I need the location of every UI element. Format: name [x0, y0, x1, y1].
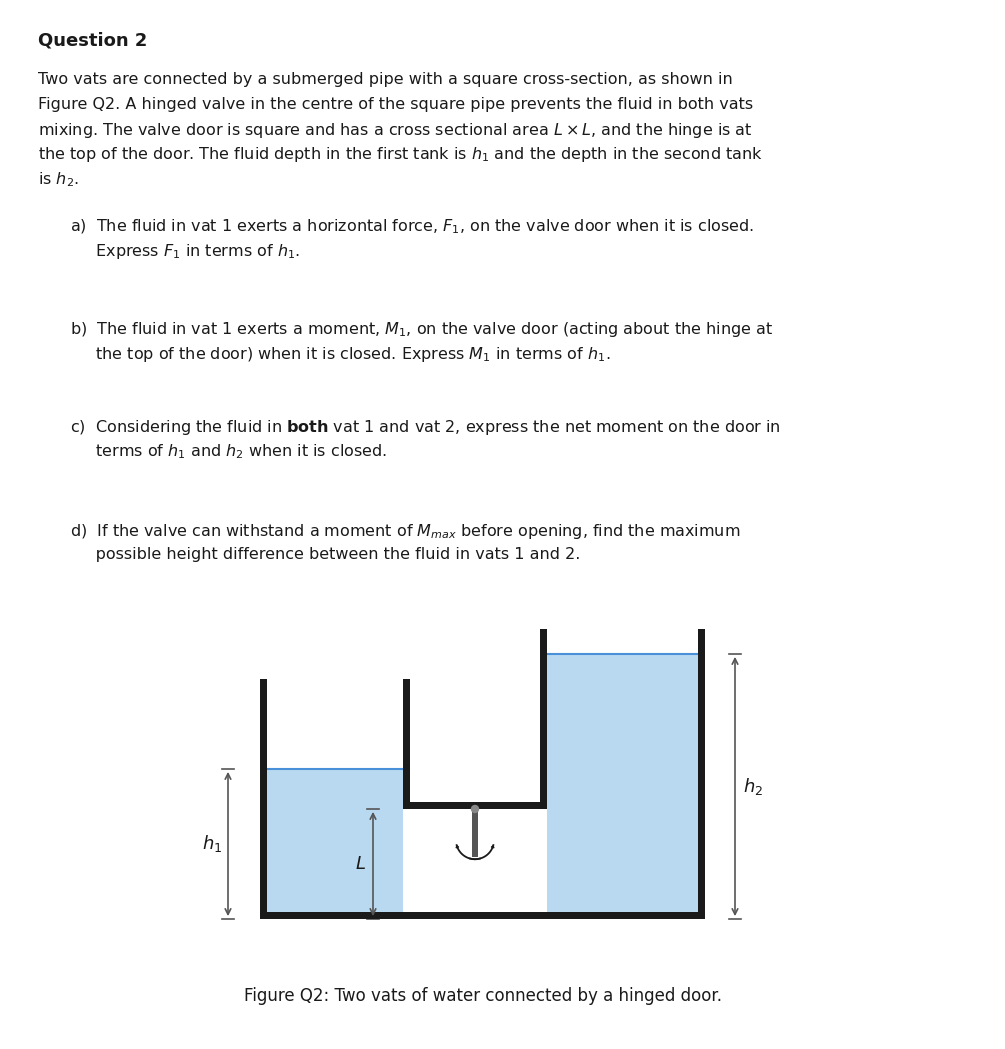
Text: terms of $h_1$ and $h_2$ when it is closed.: terms of $h_1$ and $h_2$ when it is clos… [70, 443, 387, 462]
Bar [472, 809, 477, 857]
Text: Figure Q2: Two vats of water connected by a hinged door.: Figure Q2: Two vats of water connected b… [243, 987, 722, 1005]
Bar [403, 802, 547, 809]
Text: the top of the door) when it is closed. Express $M_1$ in terms of $h_1$.: the top of the door) when it is closed. … [70, 344, 610, 364]
Text: Two vats are connected by a submerged pipe with a square cross-section, as shown: Two vats are connected by a submerged pi… [38, 72, 733, 87]
Text: d)  If the valve can withstand a moment of $M_{max}$ before opening, find the ma: d) If the valve can withstand a moment o… [70, 522, 741, 541]
Text: Figure Q2. A hinged valve in the centre of the square pipe prevents the fluid in: Figure Q2. A hinged valve in the centre … [38, 97, 753, 111]
Text: is $h_2$.: is $h_2$. [38, 170, 79, 189]
Text: the top of the door. The fluid depth in the first tank is $h_1$ and the depth in: the top of the door. The fluid depth in … [38, 146, 763, 165]
Text: possible height difference between the fluid in vats 1 and 2.: possible height difference between the f… [70, 547, 580, 561]
Text: $L$: $L$ [355, 855, 366, 873]
Text: $h_1$: $h_1$ [202, 834, 222, 855]
Bar [260, 912, 705, 919]
Bar [403, 679, 410, 809]
Text: b)  The fluid in vat 1 exerts a moment, $M_1$, on the valve door (acting about t: b) The fluid in vat 1 exerts a moment, $… [70, 320, 773, 339]
Bar [260, 679, 267, 919]
Bar [540, 629, 547, 809]
Text: c)  Considering the fluid in $\mathbf{both}$ vat 1 and vat 2, express the net mo: c) Considering the fluid in $\mathbf{bot… [70, 418, 781, 437]
Text: $h_2$: $h_2$ [743, 776, 763, 797]
Bar [698, 629, 705, 919]
Text: a)  The fluid in vat 1 exerts a horizontal force, $F_1$, on the valve door when : a) The fluid in vat 1 exerts a horizonta… [70, 218, 754, 236]
Text: Express $F_1$ in terms of $h_1$.: Express $F_1$ in terms of $h_1$. [70, 242, 300, 261]
Polygon shape [267, 769, 403, 912]
Text: mixing. The valve door is square and has a cross sectional area $L \times L$, an: mixing. The valve door is square and has… [38, 121, 753, 140]
Circle shape [471, 806, 478, 813]
Polygon shape [547, 654, 698, 912]
Text: Question 2: Question 2 [38, 31, 148, 49]
